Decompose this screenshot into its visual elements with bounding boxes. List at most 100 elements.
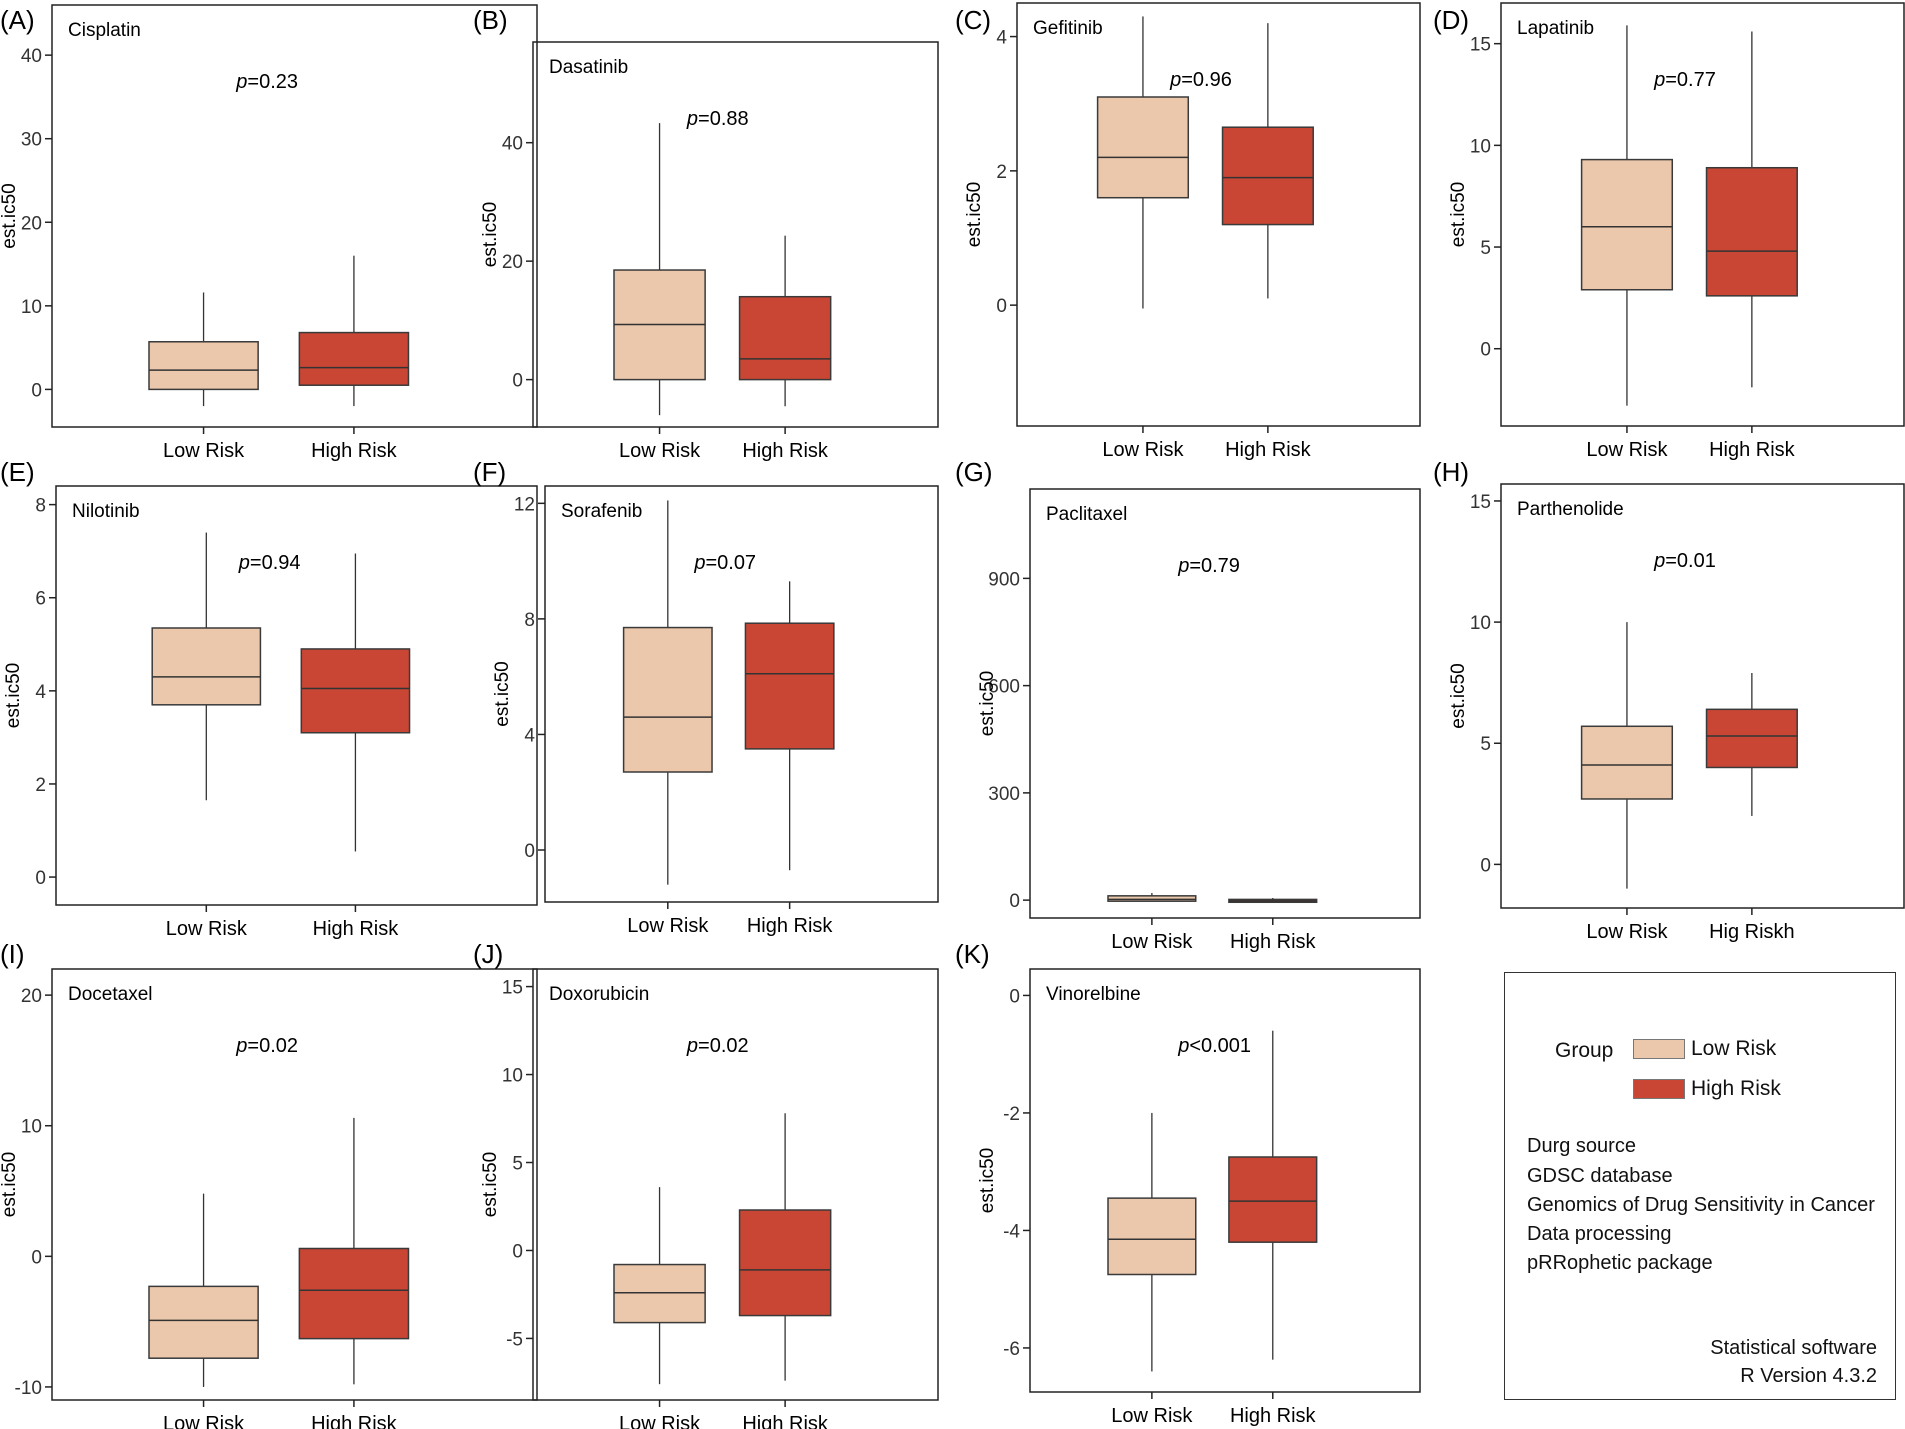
software-title: Statistical software [1710,1337,1877,1359]
y-tick-label: 8 [524,610,535,631]
y-axis-label: est.ic50 [977,1148,998,1213]
y-axis-label: est.ic50 [480,1152,501,1217]
plot-frame [51,968,538,1401]
y-tick-label: 0 [996,296,1007,317]
y-tick-label: 0 [1480,855,1491,876]
panel-label: (G) [955,457,993,487]
y-tick-label: 20 [21,213,42,234]
plot-frame [1016,2,1421,427]
panel-doxorubicin: (J) Doxorubicin p=0.02 -5 0 5 10 15 est.ic50 Low … [473,939,939,1429]
y-tick-label: 30 [21,130,42,151]
legend-note: Genomics of Drug Sensitivity in Cancer [1527,1194,1875,1216]
x-category-label: High Risk [742,1413,829,1429]
box-high-risk [298,331,410,386]
plot-frame [1029,488,1421,919]
legend-swatch-low [1633,1039,1685,1059]
plot-frame [1500,2,1905,427]
panel-label: (D) [1433,5,1469,35]
software-version: R Version 4.3.2 [1740,1365,1877,1387]
plot-frame [1029,968,1421,1393]
drug-title: Gefitinib [1033,18,1103,39]
box-low-risk [1107,1197,1197,1276]
p-value: p=0.02 [686,1035,749,1057]
panel-docetaxel: (I) Docetaxel p=0.02 -10 0 10 20 est.ic50 Low Ri… [0,939,538,1429]
x-category-label: Low Risk [1102,439,1184,461]
box-low-risk [151,627,262,706]
y-tick-label: 0 [1480,340,1491,361]
y-tick-label: 4 [35,682,46,703]
drug-title: Cisplatin [68,20,141,41]
y-tick-label: -4 [1003,1221,1020,1242]
x-category-label: High Risk [313,918,400,940]
y-tick-label: 15 [1470,492,1491,513]
box-low-risk [1096,96,1190,199]
y-tick-label: 0 [31,380,42,401]
x-category-label: Low Risk [619,440,701,462]
y-tick-label: -6 [1003,1339,1020,1360]
p-value: p=0.77 [1653,69,1716,91]
y-tick-label: 40 [502,134,523,155]
box-low-risk [1107,895,1197,902]
panel-parthenolide: (H) Parthenolide p=0.01 0 5 10 15 est.ic50 Low R… [1433,457,1905,943]
plot-frame [51,4,538,428]
y-tick-label: 8 [35,496,46,517]
box-low-risk [148,341,259,391]
legend-swatch-high [1633,1079,1685,1099]
y-tick-label: 0 [512,371,523,392]
y-tick-label: 20 [502,252,523,273]
y-tick-label: 4 [996,28,1007,49]
y-tick-label: 600 [988,677,1020,698]
drug-title: Paclitaxel [1046,504,1127,525]
x-category-label: High Risk [1709,439,1796,461]
box-low-risk [1580,158,1674,291]
y-axis-label: est.ic50 [1448,663,1469,728]
y-axis-label: est.ic50 [492,661,513,726]
plot-frame [544,485,939,903]
p-value: p=0.88 [686,108,749,130]
y-tick-label: 0 [35,868,46,889]
box-high-risk [738,295,832,381]
box-high-risk [298,1247,410,1340]
drug-title: Docetaxel [68,984,153,1005]
y-tick-label: 0 [524,841,535,862]
box-low-risk [1580,725,1674,800]
box-high-risk [300,648,411,734]
panel-lapatinib: (D) Lapatinib p=0.77 0 5 10 15 est.ic50 Low Risk… [1433,2,1905,461]
x-category-label: High Risk [747,915,834,937]
box-low-risk [148,1285,259,1359]
p-value: p=0.96 [1169,69,1232,91]
x-category-label: Low Risk [1586,439,1668,461]
panel-label: (K) [955,939,990,969]
y-tick-label: 10 [1470,613,1491,634]
y-tick-label: 4 [524,725,535,746]
box-high-risk [1228,1156,1318,1243]
panel-label: (B) [473,5,508,35]
y-tick-label: 10 [21,1117,42,1138]
x-category-label: High Risk [1230,1405,1317,1427]
panel-label: (I) [0,939,25,969]
y-axis-label: est.ic50 [3,663,24,728]
p-value: p=0.94 [238,552,301,574]
panel-nilotinib: (E) Nilotinib p=0.94 0 2 4 6 8 est.ic50 Low Risk H… [0,457,538,940]
x-category-label: Low Risk [163,440,245,462]
x-category-label: Low Risk [166,918,248,940]
x-category-label: Low Risk [627,915,709,937]
p-value: p=0.07 [693,552,756,574]
x-category-label: Hig Riskh [1709,921,1795,943]
y-tick-label: 12 [514,494,535,515]
plot-frame [532,41,939,428]
box-low-risk [622,626,713,773]
y-tick-label: 0 [512,1241,523,1262]
legend-note: Durg source [1527,1135,1636,1157]
x-category-label: High Risk [311,1413,398,1429]
legend-label-low: Low Risk [1691,1037,1777,1060]
y-axis-label: est.ic50 [0,183,20,248]
drug-title: Vinorelbine [1046,984,1141,1005]
y-tick-label: 900 [988,569,1020,590]
y-tick-label: 10 [1470,136,1491,157]
drug-title: Dasatinib [549,57,628,78]
p-value: p=0.01 [1653,550,1716,572]
y-tick-label: 0 [1009,891,1020,912]
drug-title: Doxorubicin [549,984,649,1005]
x-category-label: Low Risk [1111,1405,1193,1427]
